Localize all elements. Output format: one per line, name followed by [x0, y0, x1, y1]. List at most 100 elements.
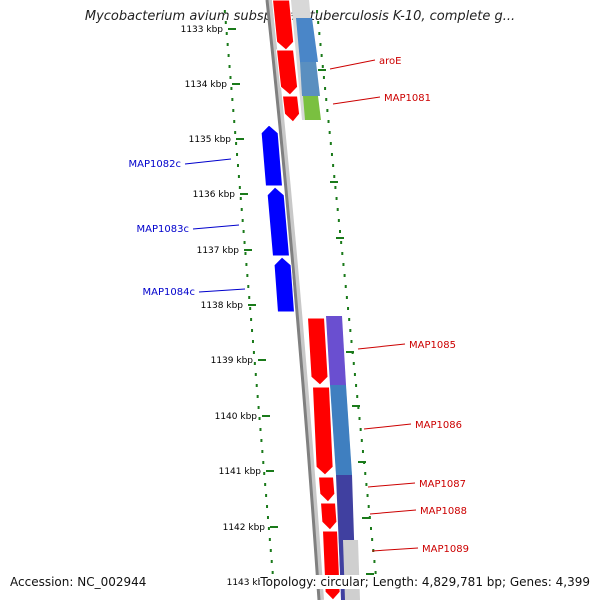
guide-dot — [342, 263, 345, 266]
guide-dot — [262, 461, 265, 464]
gene-arrow[interactable] — [317, 476, 336, 503]
guide-dot — [236, 153, 239, 156]
guide-dot — [367, 505, 370, 508]
tick-mark — [336, 237, 344, 239]
guide-dot — [228, 65, 231, 68]
guide-dot — [349, 329, 352, 332]
tick-label: 1141 kbp — [219, 467, 262, 477]
gene-label-map1083c[interactable]: MAP1083c — [137, 224, 189, 235]
guide-dot — [255, 384, 258, 387]
guide-dot — [345, 296, 348, 299]
guide-dot — [356, 395, 359, 398]
gene-arrow[interactable] — [311, 386, 334, 476]
guide-dot — [365, 483, 368, 486]
gene-label-map1089[interactable]: MAP1089 — [422, 544, 469, 555]
guide-dot — [254, 373, 257, 376]
guide-dot — [253, 362, 256, 365]
guide-dot — [364, 472, 367, 475]
label-leader — [332, 96, 381, 105]
guide-dot — [242, 230, 245, 233]
guide-dot — [239, 197, 242, 200]
gene-arrow[interactable] — [319, 502, 338, 531]
guide-dot — [326, 109, 329, 112]
gene-label-map1087[interactable]: MAP1087 — [419, 479, 466, 490]
guide-dot — [259, 428, 262, 431]
guide-dot — [324, 87, 327, 90]
gene-arrow[interactable] — [271, 0, 295, 51]
label-leader — [329, 59, 376, 70]
left-dotted-guide — [223, 10, 274, 574]
tick-label: 1136 kbp — [193, 190, 236, 200]
gene-label-map1088[interactable]: MAP1088 — [420, 506, 467, 517]
tick-mark — [248, 304, 256, 306]
guide-dot — [369, 527, 372, 530]
guide-dot — [352, 362, 355, 365]
gene-arrow[interactable] — [275, 49, 299, 96]
guide-dot — [249, 307, 252, 310]
gene-arrow[interactable] — [266, 186, 291, 257]
guide-dot — [236, 164, 239, 167]
tick-label: 1135 kbp — [189, 135, 232, 145]
guide-dot — [327, 120, 330, 123]
gene-label-map1081[interactable]: MAP1081 — [384, 93, 431, 104]
label-leader — [357, 343, 406, 350]
kbp-ticks: 1133 kbp 1134 kbp 1135 kbp 1136 kbp 1137 kbp… — [181, 25, 374, 588]
guide-dot — [252, 351, 255, 354]
tick-mark — [330, 181, 338, 183]
guide-dot — [226, 43, 229, 46]
guide-dot — [233, 120, 236, 123]
guide-dot — [270, 560, 273, 563]
guide-dot — [357, 406, 360, 409]
gene-arrow[interactable] — [281, 95, 301, 123]
guide-dot — [355, 384, 358, 387]
guide-dot — [256, 395, 259, 398]
tick-label: 1140 kbp — [215, 412, 258, 422]
gene-labels[interactable]: aroE MAP1081 MAP1085 MAP1086 MAP1087 MAP1088 M… — [129, 56, 469, 555]
guide-dot — [358, 417, 361, 420]
guide-dot — [257, 406, 260, 409]
guide-dot — [360, 439, 363, 442]
gene-arrow[interactable] — [306, 317, 329, 386]
guide-dot — [246, 274, 249, 277]
gene-arrow[interactable] — [273, 256, 296, 313]
gene-label-aroe[interactable]: aroE — [379, 56, 401, 67]
guide-dot — [332, 164, 335, 167]
label-leader — [367, 482, 416, 488]
guide-dot — [266, 516, 269, 519]
label-leader — [369, 509, 417, 515]
guide-dot — [321, 65, 324, 68]
gene-label-map1084c[interactable]: MAP1084c — [143, 287, 195, 298]
guide-dot — [374, 571, 377, 574]
tick-label: 1138 kbp — [201, 301, 244, 311]
guide-dot — [261, 450, 264, 453]
guide-dot — [271, 571, 274, 574]
guide-dot — [224, 21, 227, 24]
guide-dot — [316, 10, 319, 13]
guide-dot — [318, 32, 321, 35]
guide-dot — [237, 175, 240, 178]
guide-dot — [265, 494, 268, 497]
gene-label-map1082c[interactable]: MAP1082c — [129, 159, 181, 170]
label-leader — [363, 423, 412, 430]
guide-dot — [260, 439, 263, 442]
gene-label-map1085[interactable]: MAP1085 — [409, 340, 456, 351]
guide-dot — [250, 318, 253, 321]
guide-dot — [343, 274, 346, 277]
guide-dot — [243, 241, 246, 244]
guide-dot — [347, 307, 350, 310]
gene-label-map1086[interactable]: MAP1086 — [415, 420, 462, 431]
backbone-line — [265, 0, 321, 600]
label-leader — [192, 224, 240, 230]
guide-dot — [241, 219, 244, 222]
shade-segment — [330, 385, 352, 475]
guide-dot — [251, 329, 254, 332]
guide-dot — [329, 142, 332, 145]
guide-dot — [337, 219, 340, 222]
guide-dot — [371, 538, 374, 541]
topology-info: Topology: circular; Length: 4,829,781 bp… — [260, 575, 590, 589]
tick-mark — [270, 526, 278, 528]
guide-dot — [344, 285, 347, 288]
gene-arrow[interactable] — [260, 124, 284, 187]
gene-arrow[interactable] — [321, 530, 341, 600]
